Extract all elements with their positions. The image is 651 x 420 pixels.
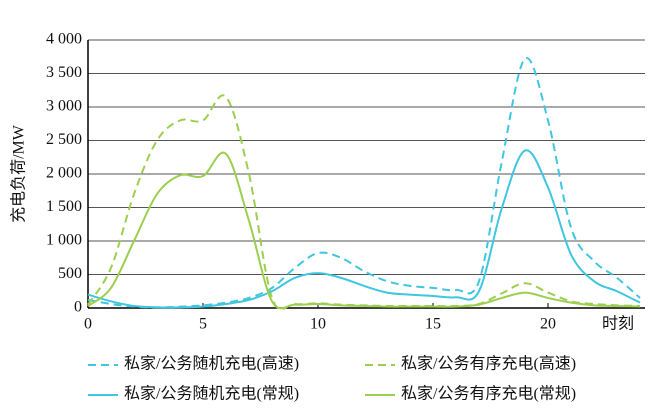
legend-label: 私家/公务随机充电(高速)	[124, 355, 299, 373]
y-tick-label: 2 500	[46, 131, 82, 148]
x-tick-label: 20	[540, 316, 556, 333]
y-tick-label: 0	[74, 299, 82, 316]
y-tick-label: 500	[58, 265, 82, 282]
x-tick-label: 15	[425, 316, 441, 333]
legend-label: 私家/公务有序充电(高速)	[401, 355, 576, 373]
series-line	[87, 57, 641, 309]
x-tick-label: 0	[84, 316, 92, 333]
x-axis-label: 时刻	[602, 315, 634, 333]
legend-label: 私家/公务随机充电(常规)	[124, 385, 299, 403]
y-tick-label: 3 500	[46, 64, 82, 81]
x-tick-label: 10	[310, 316, 326, 333]
y-tick-label: 1 500	[46, 198, 82, 215]
y-tick-label: 4 000	[46, 31, 82, 48]
y-tick-label: 1 000	[46, 232, 82, 249]
y-tick-label: 3 000	[46, 98, 82, 115]
y-tick-label: 2 000	[46, 165, 82, 182]
series-line	[87, 151, 641, 310]
series-line	[87, 94, 641, 311]
series-line	[87, 149, 641, 309]
x-tick-label: 5	[199, 316, 207, 333]
legend-label: 私家/公务有序充电(常规)	[401, 385, 576, 403]
y-axis-label: 充电负荷/MW	[10, 124, 28, 223]
